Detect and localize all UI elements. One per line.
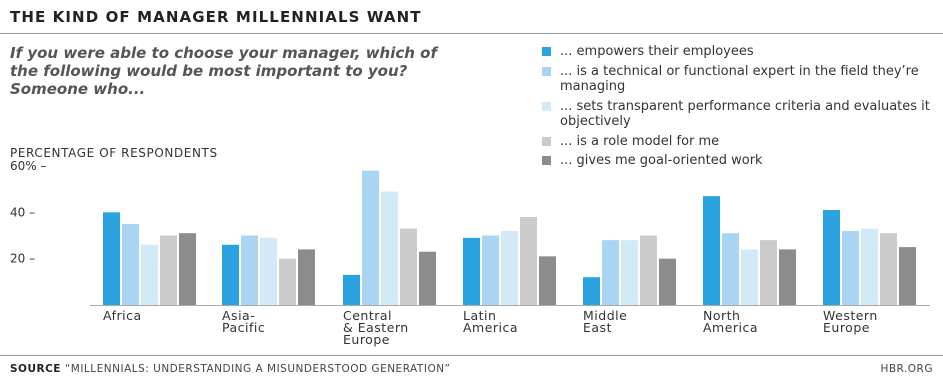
- bar: [279, 258, 296, 305]
- credit: HBR.ORG: [880, 363, 933, 375]
- bottom-divider: [0, 355, 943, 356]
- bar: [103, 212, 120, 305]
- y-axis-title: PERCENTAGE OF RESPONDENTS: [10, 146, 218, 160]
- bar: [501, 230, 518, 305]
- x-tick-label: Africa: [103, 308, 142, 323]
- bar: [760, 240, 777, 305]
- legend-item: ... empowers their employees: [542, 44, 942, 60]
- legend-item: ... sets transparent performance criteri…: [542, 99, 942, 130]
- bar: [222, 244, 239, 305]
- legend-swatch: [542, 156, 551, 165]
- bar: [362, 170, 379, 305]
- x-tick-label: Western: [823, 308, 878, 323]
- bar: [703, 196, 720, 305]
- bar: [880, 233, 897, 305]
- x-tick-label: & Eastern: [343, 320, 409, 335]
- bar: [419, 251, 436, 305]
- legend: ... empowers their employees ... is a tec…: [542, 44, 942, 173]
- legend-label: ... is a role model for me: [560, 133, 720, 149]
- legend-swatch: [542, 66, 551, 76]
- bar: [842, 230, 859, 305]
- legend-swatch: [542, 101, 551, 111]
- bar: [122, 223, 139, 305]
- bar: [722, 233, 739, 305]
- bar: [602, 240, 619, 305]
- bar: [260, 237, 277, 305]
- x-tick-label: Pacific: [222, 320, 265, 335]
- top-divider: [0, 33, 943, 34]
- bar: [899, 247, 916, 305]
- legend-item: ... gives me goal-oriented work: [542, 153, 942, 169]
- bar: [659, 258, 676, 305]
- chart-title: THE KIND OF MANAGER MILLENNIALS WANT: [10, 8, 422, 26]
- y-tick-label: 20 –: [10, 252, 35, 266]
- x-tick-label: Europe: [343, 332, 390, 347]
- survey-question: If you were able to choose your manager,…: [10, 44, 437, 98]
- legend-item: ... is a technical or functional expert …: [542, 64, 942, 95]
- bar: [160, 235, 177, 305]
- x-tick-label: America: [703, 320, 758, 335]
- bar: [539, 256, 556, 305]
- y-tick-label: 40 –: [10, 205, 35, 219]
- legend-label: ... is a technical or functional expert …: [560, 63, 919, 95]
- legend-swatch: [542, 47, 551, 56]
- bar: [640, 235, 657, 305]
- legend-label: ... empowers their employees: [560, 44, 754, 59]
- x-tick-label: Middle: [583, 308, 627, 323]
- bar-chart: 60% – 40 – 20 – Africa Asia-Pacific Central& …: [10, 159, 930, 347]
- source-label: SOURCE: [10, 363, 61, 375]
- bar: [463, 237, 480, 305]
- bar: [381, 191, 398, 305]
- bar: [583, 277, 600, 305]
- legend-label: ... sets transparent performance criteri…: [560, 98, 930, 130]
- x-tick-label: Central: [343, 308, 392, 323]
- bar: [823, 210, 840, 305]
- legend-label: ... gives me goal-oriented work: [560, 153, 763, 168]
- bar: [179, 233, 196, 305]
- bar: [520, 216, 537, 305]
- bar: [482, 235, 499, 305]
- source-note: SOURCE “MILLENNIALS: UNDERSTANDING A MIS…: [10, 363, 451, 375]
- bar: [779, 249, 796, 305]
- x-tick-label: Asia-: [222, 308, 255, 323]
- bar: [298, 249, 315, 305]
- x-tick-label: East: [583, 320, 612, 335]
- bar: [400, 228, 417, 305]
- y-tick-label: 60% –: [10, 159, 47, 173]
- x-tick-label: Latin: [463, 308, 496, 323]
- bar: [861, 228, 878, 305]
- bar: [741, 249, 758, 305]
- bar: [241, 235, 258, 305]
- legend-item: ... is a role model for me: [542, 134, 942, 150]
- x-tick-label: Europe: [823, 320, 870, 335]
- x-tick-label: North: [703, 308, 740, 323]
- x-tick-label: America: [463, 320, 518, 335]
- bar: [343, 274, 360, 305]
- bar: [141, 244, 158, 305]
- bar: [621, 240, 638, 305]
- legend-swatch: [542, 136, 551, 146]
- source-text: “MILLENNIALS: UNDERSTANDING A MISUNDERST…: [64, 363, 451, 375]
